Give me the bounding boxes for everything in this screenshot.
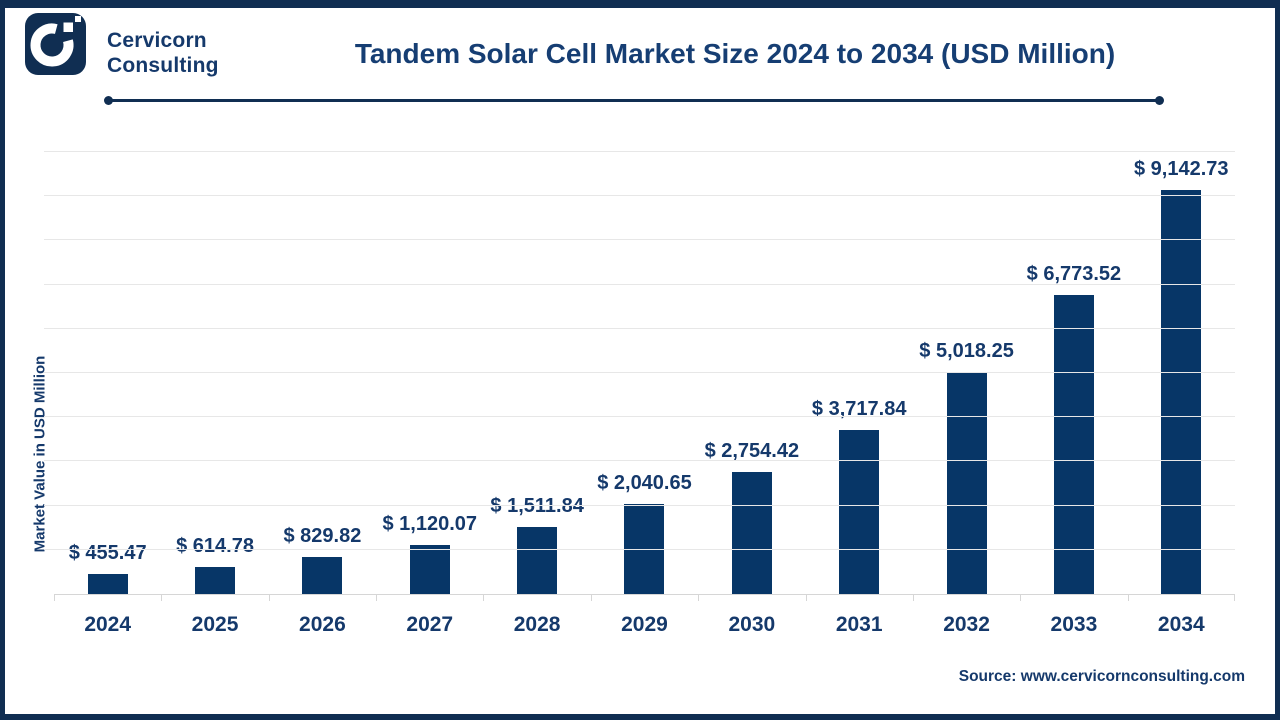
bar-cell-2030: $ 2,754.42	[698, 153, 805, 594]
bar-2024	[87, 573, 128, 594]
value-label-2032: $ 5,018.25	[919, 340, 1014, 363]
gridline	[44, 239, 1235, 241]
gridline	[44, 195, 1235, 197]
bar-2027	[409, 544, 450, 594]
bar-2026	[302, 557, 343, 594]
bar-cell-2026: $ 829.82	[269, 153, 376, 594]
bar-cell-2028: $ 1,511.84	[483, 153, 590, 594]
bar-cell-2025: $ 614.78	[161, 153, 268, 594]
value-label-2024: $ 455.47	[68, 541, 147, 564]
x-axis-tick	[161, 595, 163, 601]
x-axis-label-2033: 2033	[1050, 613, 1098, 636]
x-axis-label-2029: 2029	[621, 613, 668, 636]
bar-2034	[1161, 189, 1202, 594]
x-axis-labels: 2024 2025 2026 2027 2028 2029 2030 2031 2032 2033…	[54, 609, 1235, 641]
bar-2031	[839, 429, 880, 594]
value-label-2027: $ 1,120.07	[382, 512, 478, 535]
value-label-2034: $ 9,142.73	[1134, 157, 1229, 180]
bar-cell-2024: $ 455.47	[54, 153, 161, 594]
gridline	[44, 416, 1235, 418]
x-axis-tick	[805, 595, 807, 601]
brand-name: Cervicorn Consulting	[107, 28, 219, 78]
gridline	[44, 460, 1235, 462]
bars-container: $ 455.47 $ 614.78 $ 829.82 $ 1,120.07 $ 1,51…	[54, 153, 1235, 594]
gridline	[44, 283, 1235, 285]
x-axis-label-2027: 2027	[406, 613, 454, 636]
x-axis-tick	[698, 595, 700, 601]
x-axis-tick	[268, 595, 270, 601]
value-label-2025: $ 614.78	[176, 534, 254, 557]
x-axis-label-2026: 2026	[299, 613, 346, 636]
value-label-2031: $ 3,717.84	[811, 397, 907, 420]
x-axis-label-2031: 2031	[835, 613, 883, 636]
value-label-2028: $ 1,511.84	[490, 495, 584, 518]
value-label-2030: $ 2,754.42	[704, 440, 800, 463]
gridline	[44, 548, 1235, 550]
bar-2028	[517, 527, 558, 594]
y-axis-title: Market Value in USD Million	[31, 355, 49, 553]
bar-cell-2027: $ 1,120.07	[376, 153, 483, 594]
x-axis-tick	[1020, 595, 1022, 601]
bar-cell-2031: $ 3,717.84	[806, 153, 913, 594]
brand-line2: Consulting	[107, 54, 219, 77]
x-axis-tick	[590, 595, 592, 601]
gridline	[44, 327, 1235, 329]
x-axis-label-2034: 2034	[1157, 613, 1205, 636]
bar-cell-2034: $ 9,142.73	[1128, 153, 1235, 594]
divider-left-dot	[104, 96, 113, 105]
x-axis-tick	[912, 595, 914, 601]
bar-cell-2032: $ 5,018.25	[913, 153, 1020, 594]
x-axis-label-2028: 2028	[513, 613, 561, 636]
gridline	[44, 372, 1235, 373]
brand-line1: Cervicorn	[107, 29, 207, 52]
x-axis-tick	[483, 595, 485, 601]
value-label-2033: $ 6,773.52	[1026, 262, 1122, 285]
x-axis-tick	[1127, 595, 1129, 601]
chart-title: Tandem Solar Cell Market Size 2024 to 20…	[354, 38, 1116, 69]
value-label-2026: $ 829.82	[283, 525, 362, 548]
gridline	[44, 151, 1235, 152]
x-axis-label-2024: 2024	[84, 613, 132, 636]
bar-2030	[731, 472, 772, 594]
bar-cell-2029: $ 2,040.65	[591, 153, 698, 594]
gridline	[44, 504, 1235, 506]
x-axis-tick	[1234, 595, 1235, 601]
value-label-2029: $ 2,040.65	[597, 471, 692, 494]
bar-2033	[1053, 294, 1094, 594]
x-axis-label-2032: 2032	[943, 613, 990, 636]
bar-2025	[195, 566, 236, 594]
bar-cell-2033: $ 6,773.52	[1020, 153, 1127, 594]
x-axis-tick	[54, 595, 55, 601]
x-axis-tick	[376, 595, 378, 601]
x-axis-label-2030: 2030	[728, 613, 776, 636]
bar-chart-plot-area: $ 455.47 $ 614.78 $ 829.82 $ 1,120.07 $ 1,51…	[44, 151, 1235, 601]
divider-right-dot	[1155, 96, 1164, 105]
x-axis-label-2025: 2025	[191, 613, 239, 636]
header-divider	[104, 96, 1164, 105]
source-text: Source: www.cervicornconsulting.com	[958, 668, 1245, 685]
cervicorn-logo-icon	[25, 13, 86, 75]
bar-2032	[946, 372, 987, 594]
